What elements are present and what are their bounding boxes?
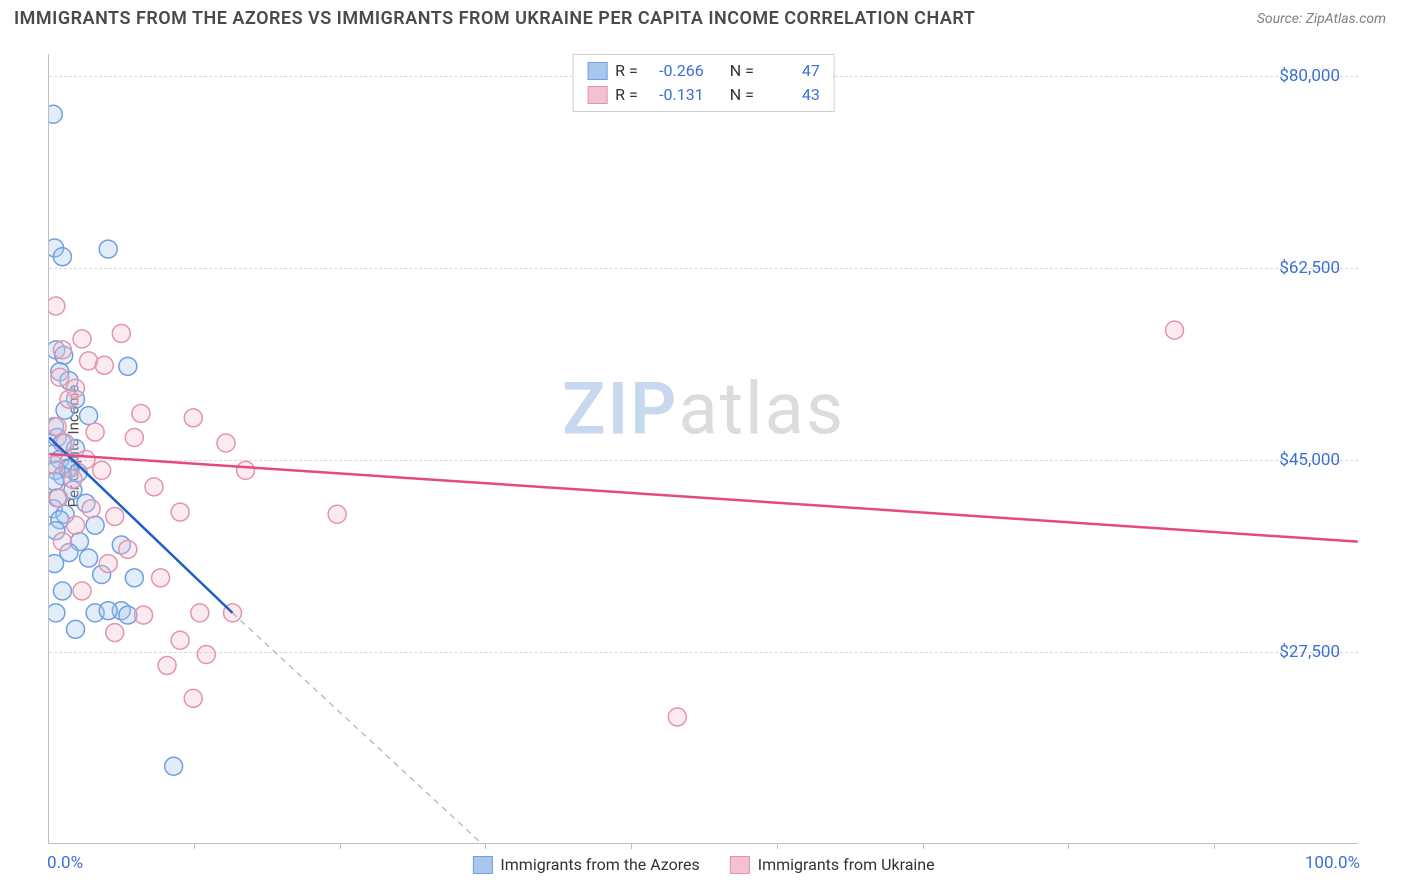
- data-point: [119, 540, 137, 558]
- data-point: [668, 708, 686, 726]
- x-axis-max: 100.0%: [1305, 853, 1360, 873]
- r-label: R =: [615, 59, 638, 83]
- data-point: [125, 569, 143, 587]
- x-tick: [194, 843, 195, 849]
- data-point: [53, 582, 71, 600]
- legend-label-azores: Immigrants from the Azores: [500, 855, 699, 874]
- data-point: [56, 434, 74, 452]
- data-point: [145, 478, 163, 496]
- data-point: [197, 646, 215, 664]
- chart-svg: [49, 54, 1358, 843]
- data-point: [49, 604, 65, 622]
- data-point: [86, 516, 104, 534]
- n-value-ukraine: 43: [762, 83, 820, 107]
- x-tick: [923, 843, 924, 849]
- data-point: [49, 456, 64, 474]
- data-point: [49, 555, 64, 573]
- n-label-2: N =: [730, 83, 754, 107]
- chart-plot-area: ZIPatlas R = -0.266 N = 47 R = -0.131 N …: [48, 54, 1358, 844]
- n-value-azores: 47: [762, 59, 820, 83]
- x-axis-min: 0.0%: [47, 853, 83, 873]
- data-point: [106, 507, 124, 525]
- data-point: [99, 240, 117, 258]
- data-point: [171, 503, 189, 521]
- regression-extrapolation-azores: [232, 613, 481, 843]
- data-point: [53, 248, 71, 266]
- data-point: [1166, 321, 1184, 339]
- data-point: [53, 533, 71, 551]
- data-point: [80, 407, 98, 425]
- data-point: [184, 689, 202, 707]
- legend-item-azores: Immigrants from the Azores: [472, 855, 699, 874]
- x-tick: [631, 843, 632, 849]
- x-tick: [485, 843, 486, 849]
- data-point: [51, 368, 69, 386]
- data-point: [191, 604, 209, 622]
- data-point: [135, 606, 153, 624]
- data-point: [82, 500, 100, 518]
- data-point: [112, 324, 130, 342]
- legend-series: Immigrants from the Azores Immigrants fr…: [472, 855, 934, 874]
- r-value-azores: -0.266: [646, 59, 704, 83]
- swatch-azores-bottom: [472, 856, 492, 874]
- x-tick: [1214, 843, 1215, 849]
- legend-item-ukraine: Immigrants from Ukraine: [730, 855, 935, 874]
- swatch-ukraine: [587, 86, 607, 104]
- r-value-ukraine: -0.131: [646, 83, 704, 107]
- data-point: [165, 757, 183, 775]
- data-point: [49, 472, 64, 490]
- data-point: [49, 297, 65, 315]
- x-tick: [777, 843, 778, 849]
- data-point: [106, 624, 124, 642]
- data-point: [99, 602, 117, 620]
- data-point: [86, 423, 104, 441]
- x-tick: [340, 843, 341, 849]
- data-point: [64, 470, 82, 488]
- data-point: [49, 489, 67, 507]
- legend-label-ukraine: Immigrants from Ukraine: [758, 855, 935, 874]
- data-point: [49, 105, 62, 123]
- r-label-2: R =: [615, 83, 638, 107]
- data-point: [158, 656, 176, 674]
- data-point: [119, 357, 137, 375]
- data-point: [67, 516, 85, 534]
- data-point: [49, 418, 66, 436]
- data-point: [132, 404, 150, 422]
- data-point: [73, 582, 91, 600]
- data-point: [125, 429, 143, 447]
- swatch-ukraine-bottom: [730, 856, 750, 874]
- data-point: [60, 390, 78, 408]
- data-point: [95, 356, 113, 374]
- data-point: [67, 620, 85, 638]
- regression-line-ukraine: [49, 454, 1357, 542]
- chart-source: Source: ZipAtlas.com: [1257, 11, 1386, 27]
- x-tick: [1068, 843, 1069, 849]
- data-point: [328, 505, 346, 523]
- chart-title: IMMIGRANTS FROM THE AZORES VS IMMIGRANTS…: [14, 8, 975, 29]
- data-point: [217, 434, 235, 452]
- data-point: [237, 461, 255, 479]
- data-point: [53, 341, 71, 359]
- legend-stats: R = -0.266 N = 47 R = -0.131 N = 43: [572, 54, 835, 112]
- swatch-azores: [587, 62, 607, 80]
- data-point: [80, 549, 98, 567]
- chart-header: IMMIGRANTS FROM THE AZORES VS IMMIGRANTS…: [0, 0, 1406, 33]
- data-point: [99, 555, 117, 573]
- data-point: [73, 330, 91, 348]
- legend-stats-row-ukraine: R = -0.131 N = 43: [587, 83, 820, 107]
- data-point: [184, 409, 202, 427]
- data-point: [93, 461, 111, 479]
- legend-stats-row-azores: R = -0.266 N = 47: [587, 59, 820, 83]
- n-label: N =: [730, 59, 754, 83]
- data-point: [171, 631, 189, 649]
- data-point: [152, 569, 170, 587]
